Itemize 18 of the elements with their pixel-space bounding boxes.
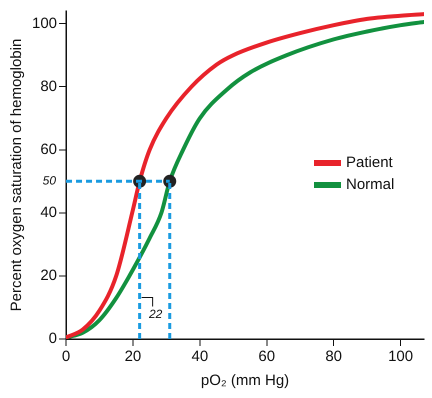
y-axis-title: Percent oxygen saturation of hemoglobin (8, 38, 26, 312)
x-tick-label: 20 (124, 348, 142, 366)
y-tick-label: 0 (48, 330, 58, 348)
x-tick-label: 100 (388, 348, 414, 366)
x-axis-title: pO₂ (mm Hg) (200, 372, 290, 390)
y-tick-label: 60 (40, 140, 58, 158)
x-tick-label: 0 (62, 348, 70, 366)
y-tick-label: 20 (40, 267, 58, 284)
x-tick-label: 40 (192, 348, 208, 366)
ref-line-label: 22 (148, 306, 163, 321)
ref-line-label: 50 (42, 174, 56, 188)
y-tick-label: 80 (40, 78, 58, 95)
y-tick-label: 100 (32, 14, 58, 32)
legend-label: Normal (346, 176, 394, 194)
x-tick-label: 80 (325, 348, 342, 366)
x-tick-label: 60 (258, 348, 276, 366)
y-tick-label: 40 (40, 204, 58, 221)
legend-label: Patient (346, 154, 394, 172)
